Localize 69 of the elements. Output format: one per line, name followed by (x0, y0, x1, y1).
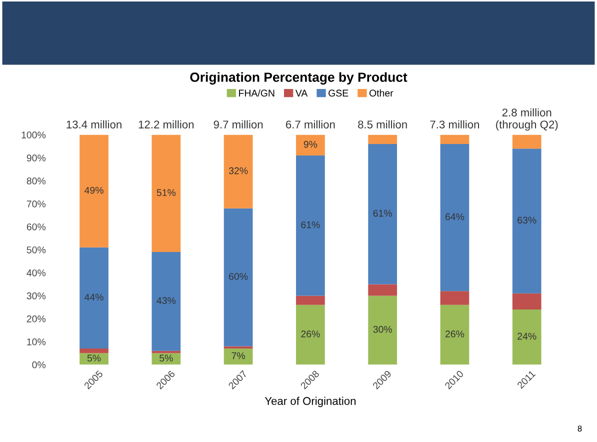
bar (80, 134, 108, 248)
data-label: 24% (518, 332, 536, 340)
y-tick-label: 40% (26, 269, 46, 276)
data-label: 61% (373, 210, 392, 217)
data-label: 9% (304, 140, 318, 148)
data-label: 44% (84, 294, 104, 301)
legend-label: Other (369, 89, 394, 97)
bar (152, 353, 181, 365)
bar (368, 134, 398, 144)
bar (224, 348, 253, 365)
y-tick-label: 0% (32, 361, 46, 368)
text: 8 (578, 426, 582, 432)
data-label: 26% (445, 330, 464, 338)
bar (224, 134, 253, 208)
legend-label: FHA/GN (239, 89, 274, 97)
bar (440, 144, 470, 292)
bar (152, 252, 181, 351)
data-label: 64% (445, 213, 464, 220)
y-tick-label: 80% (26, 178, 46, 184)
bar (368, 144, 398, 284)
bar (440, 134, 470, 144)
annotation: 8.5 million (358, 120, 407, 128)
data-label: 63% (518, 216, 536, 224)
data-label: 61% (301, 221, 320, 228)
annotation: 6.7 million (286, 120, 335, 128)
annotation: 9.7 million (214, 120, 263, 128)
y-tick-label: 20% (26, 315, 46, 322)
bar (512, 309, 542, 365)
y-tick-label: 100% (22, 132, 46, 138)
annotation: 13.4 million (66, 120, 122, 128)
bar (296, 304, 325, 365)
data-label: 7% (232, 352, 245, 360)
annotation: 2.8 million (through Q2) (496, 108, 558, 131)
data-label: 43% (156, 297, 176, 304)
bar (152, 134, 181, 252)
bar (512, 148, 542, 294)
legend-label: VA (295, 90, 308, 96)
bar (512, 293, 542, 310)
bar (368, 284, 398, 296)
data-label: 26% (301, 330, 320, 338)
bar (440, 304, 470, 365)
bar (80, 348, 108, 354)
data-label: 30% (373, 326, 392, 333)
data-label: 60% (229, 273, 248, 280)
bar (296, 296, 325, 305)
chart-title: Origination Percentage by Product (190, 72, 408, 85)
annotation: 7.3 million (430, 120, 480, 128)
y-tick-label: 10% (27, 338, 46, 346)
bar (368, 296, 398, 365)
y-tick-label: 30% (26, 292, 46, 300)
data-label: 32% (228, 167, 248, 174)
data-label: 5% (160, 354, 173, 362)
bar (296, 134, 325, 156)
data-label: 49% (84, 186, 104, 194)
x-axis-title: Year of Origination (264, 396, 356, 408)
annotation: 12.2 million (138, 120, 194, 128)
y-tick-label: 90% (26, 154, 46, 162)
y-tick-label: 60% (26, 223, 46, 230)
legend-label: GSE (328, 90, 348, 97)
bar (440, 291, 470, 305)
bar (512, 134, 542, 149)
data-label: 51% (156, 189, 176, 196)
bar (296, 155, 325, 296)
data-label: 5% (87, 354, 101, 362)
bar (224, 208, 253, 346)
y-tick-label: 50% (26, 246, 46, 254)
y-tick-label: 70% (26, 200, 46, 208)
bar (80, 247, 108, 349)
bar (80, 353, 108, 365)
